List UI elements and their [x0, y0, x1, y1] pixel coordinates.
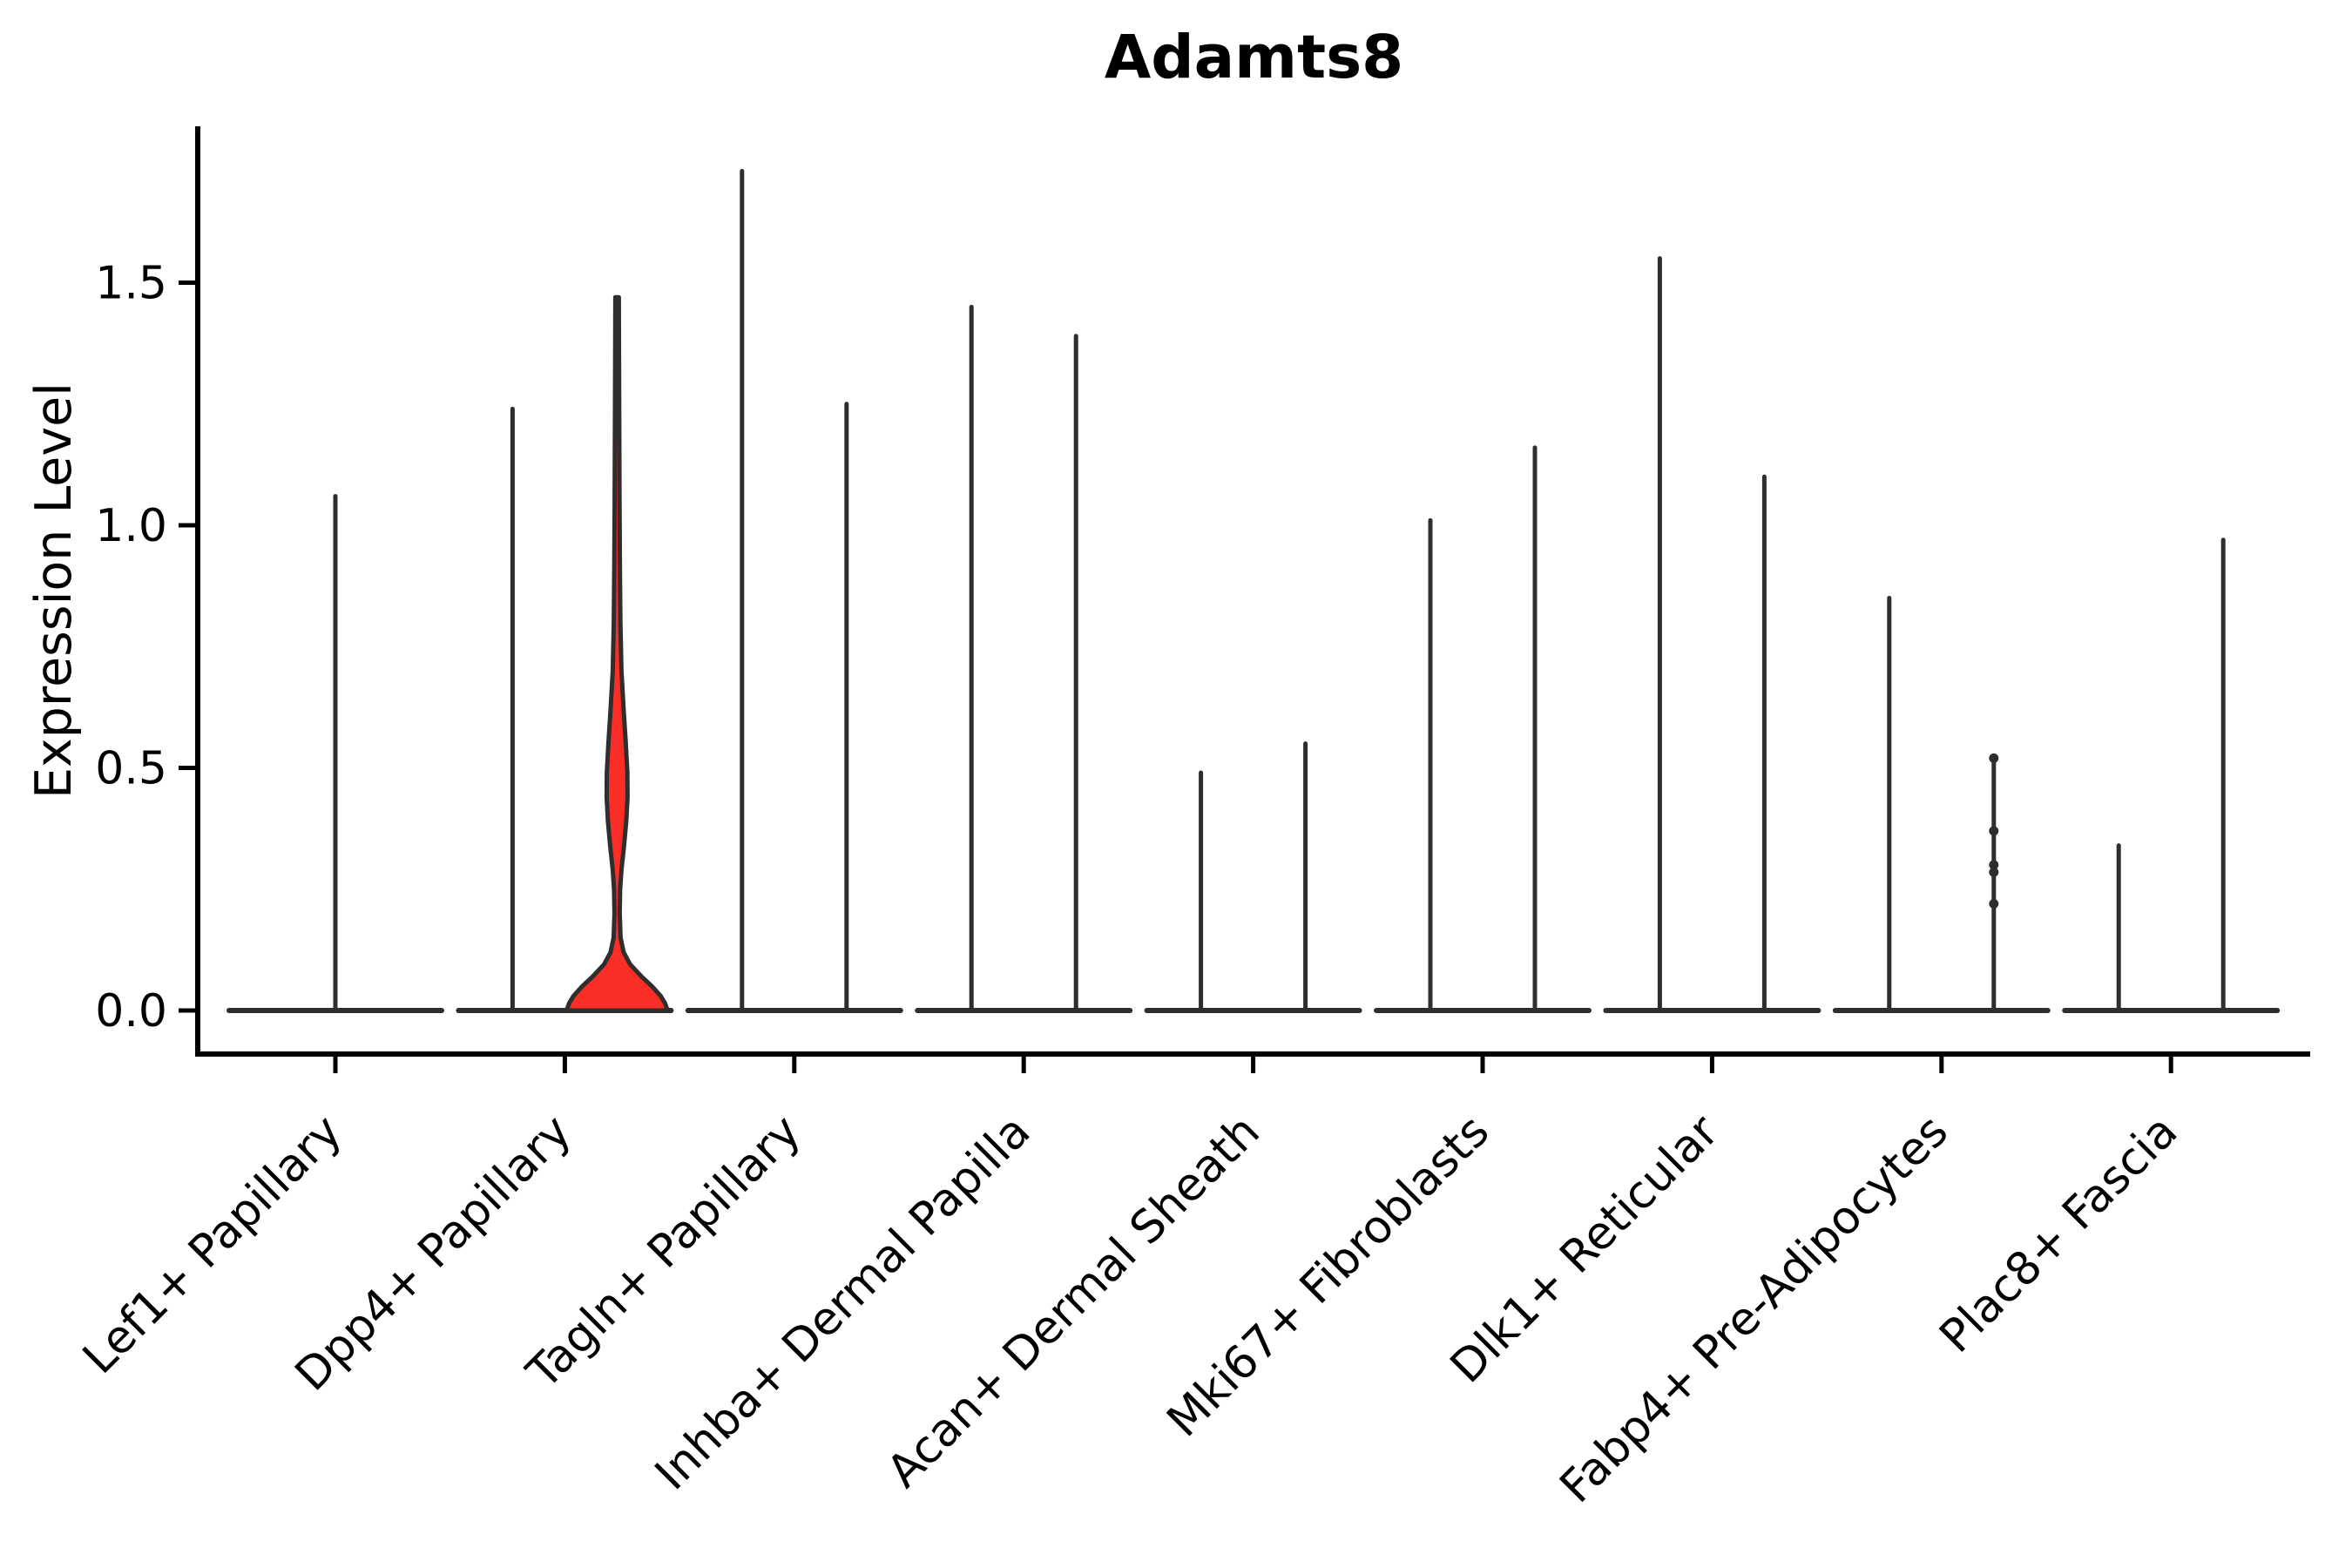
y-tick-label: 0.0 [95, 985, 167, 1037]
violin-body-highlighted [564, 294, 670, 1013]
chart-title: Adamts8 [1104, 23, 1404, 92]
expression-point [1989, 826, 1999, 836]
y-tick-label: 0.5 [95, 743, 167, 795]
x-tick-label: Acan+ Dermal Sheath [877, 1105, 1270, 1498]
x-tick-label: Fabp4+ Pre-Adipocytes [1551, 1105, 1958, 1513]
y-tick-label: 1.0 [95, 500, 167, 552]
y-tick-label: 1.5 [95, 258, 167, 310]
expression-point [1989, 867, 1999, 877]
x-tick-label: Plac8+ Fascia [1930, 1105, 2188, 1363]
expression-point [1989, 898, 1999, 909]
x-tick-label: Inhba+ Dermal Papilla [645, 1105, 1040, 1500]
expression-point [1989, 860, 1999, 870]
expression-point [1989, 753, 1999, 763]
